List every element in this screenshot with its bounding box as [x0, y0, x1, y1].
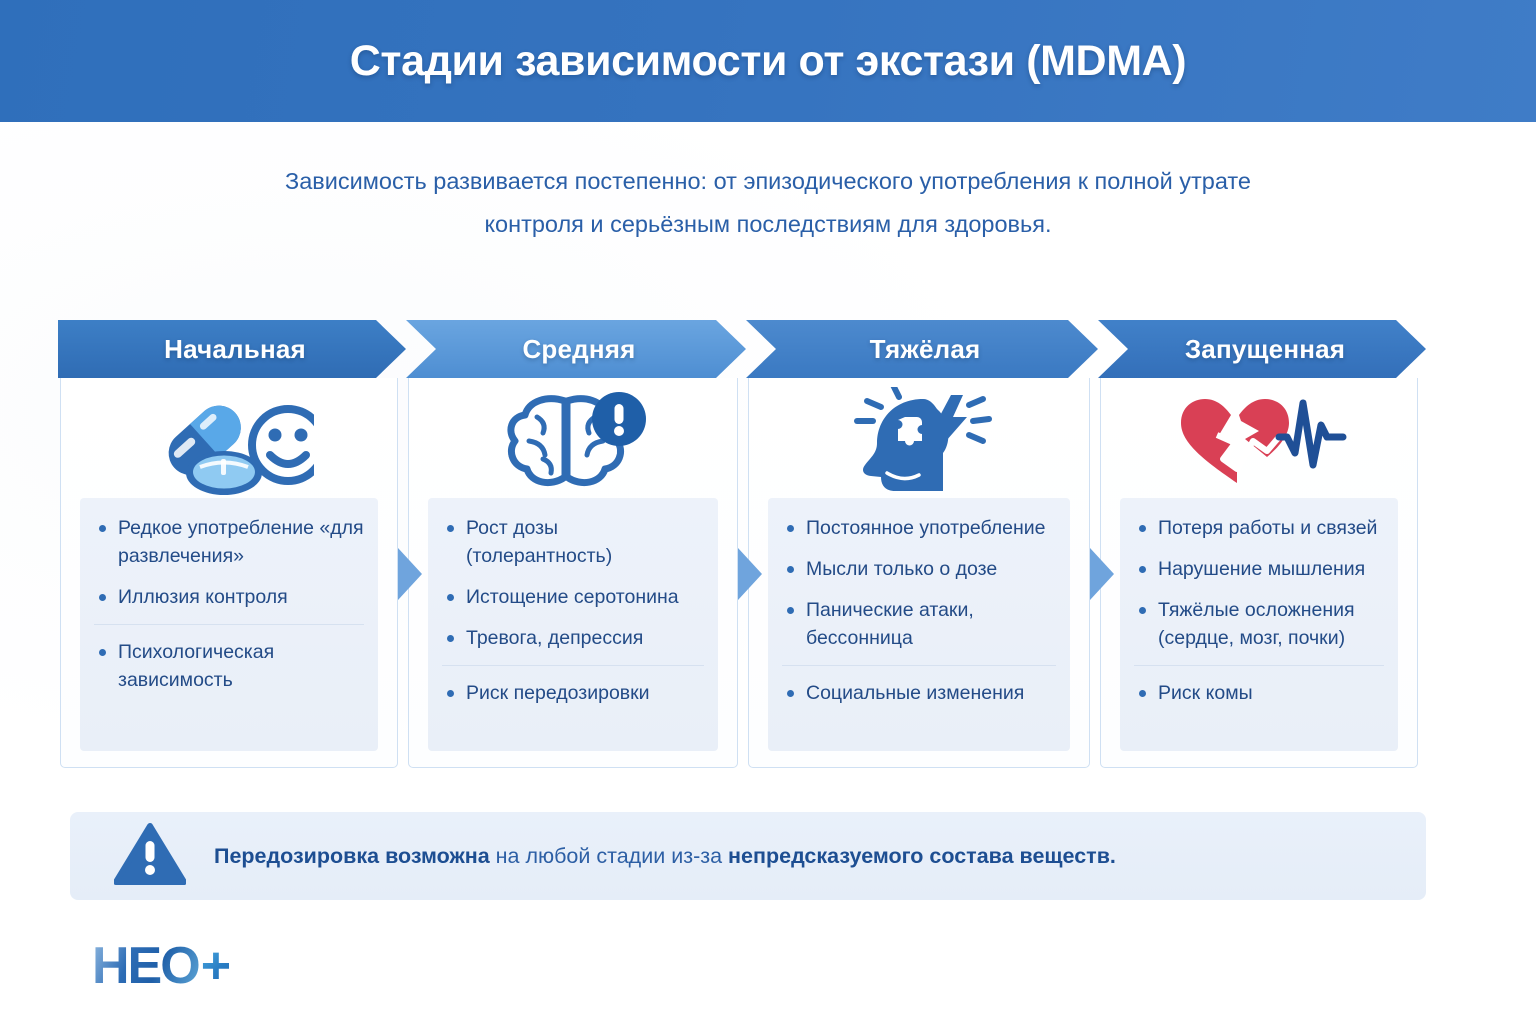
stage-header-3[interactable]: Тяжёлая: [746, 320, 1098, 378]
stage-column-4: Запущенная Потеря р: [1098, 320, 1426, 768]
list-item: Тревога, депрессия: [442, 624, 704, 652]
stage-label-3: Тяжёлая: [869, 333, 981, 364]
stage-connector-arrow-3: [1090, 548, 1114, 600]
list-item: Психологическая зависимость: [94, 624, 364, 694]
list-item: Тяжёлые осложнения (сердце, мозг, почки): [1134, 596, 1384, 652]
broken-heart-ecg-icon: [1101, 378, 1417, 498]
stage-card-1: Редкое употребление «для развлечения» Ил…: [60, 378, 398, 768]
subtitle: Зависимость развивается постепенно: от э…: [168, 160, 1368, 246]
stages-container: Начальная: [58, 320, 1426, 768]
warning-bold-end: непредсказуемого состава веществ.: [728, 843, 1116, 868]
list-item: Иллюзия контроля: [94, 583, 364, 611]
list-item: Постоянное употребление: [782, 514, 1056, 542]
bullets-panel-3: Постоянное употребление Мысли только о д…: [768, 498, 1070, 751]
list-item: Социальные изменения: [782, 665, 1056, 707]
warning-bold-start: Передозировка возможна: [214, 843, 490, 868]
stage-connector-arrow-2: [738, 548, 762, 600]
list-item: Потеря работы и связей: [1134, 514, 1384, 542]
list-item: Истощение серотонина: [442, 583, 704, 611]
logo-text: НЕО: [92, 937, 201, 995]
pills-smiley-icon: [61, 378, 397, 498]
subtitle-line-2: контроля и серьёзным последствиям для зд…: [484, 211, 1052, 237]
stage-header-4[interactable]: Запущенная: [1098, 320, 1426, 378]
bullet-list-2: Рост дозы (толерантность) Истощение серо…: [442, 514, 704, 707]
brain-alert-icon: [409, 378, 737, 498]
bullet-list-4: Потеря работы и связей Нарушение мышлени…: [1134, 514, 1384, 707]
stage-card-3: Постоянное употребление Мысли только о д…: [748, 378, 1090, 768]
stage-column-1: Начальная: [58, 320, 406, 768]
stage-header-1[interactable]: Начальная: [58, 320, 406, 378]
subtitle-line-1: Зависимость развивается постепенно: от э…: [285, 168, 1251, 194]
list-item: Риск комы: [1134, 665, 1384, 707]
stage-column-3: Тяжёлая: [746, 320, 1098, 768]
head-puzzle-lightning-icon: [749, 378, 1089, 498]
page-title: Стадии зависимости от экстази (MDMA): [349, 36, 1187, 85]
stage-label-1: Начальная: [164, 333, 306, 364]
list-item: Мысли только о дозе: [782, 555, 1056, 583]
header-banner: Стадии зависимости от экстази (MDMA): [0, 0, 1536, 122]
list-item: Редкое употребление «для развлечения»: [94, 514, 364, 570]
warning-triangle-icon: [113, 822, 187, 890]
bullet-list-3: Постоянное употребление Мысли только о д…: [782, 514, 1056, 707]
stage-header-2[interactable]: Средняя: [406, 320, 746, 378]
list-item: Риск передозировки: [442, 665, 704, 707]
warning-text: Передозировка возможна на любой стадии и…: [214, 844, 1116, 869]
brand-logo: НЕО +: [92, 938, 231, 994]
list-item: Панические атаки, бессонница: [782, 596, 1056, 652]
bullets-panel-1: Редкое употребление «для развлечения» Ил…: [80, 498, 378, 751]
stage-card-2: Рост дозы (толерантность) Истощение серо…: [408, 378, 738, 768]
stage-column-2: Средняя: [406, 320, 746, 768]
bullets-panel-4: Потеря работы и связей Нарушение мышлени…: [1120, 498, 1398, 751]
list-item: Нарушение мышления: [1134, 555, 1384, 583]
warning-middle: на любой стадии из-за: [489, 843, 729, 868]
list-item: Рост дозы (толерантность): [442, 514, 704, 570]
bullet-list-1: Редкое употребление «для развлечения» Ил…: [94, 514, 364, 694]
logo-plus-icon: +: [200, 937, 232, 995]
stage-connector-arrow-1: [398, 548, 422, 600]
bullets-panel-2: Рост дозы (толерантность) Истощение серо…: [428, 498, 718, 751]
stage-card-4: Потеря работы и связей Нарушение мышлени…: [1100, 378, 1418, 768]
stage-label-4: Запущенная: [1184, 333, 1346, 364]
warning-banner: Передозировка возможна на любой стадии и…: [70, 812, 1426, 900]
stage-label-2: Средняя: [522, 333, 636, 364]
